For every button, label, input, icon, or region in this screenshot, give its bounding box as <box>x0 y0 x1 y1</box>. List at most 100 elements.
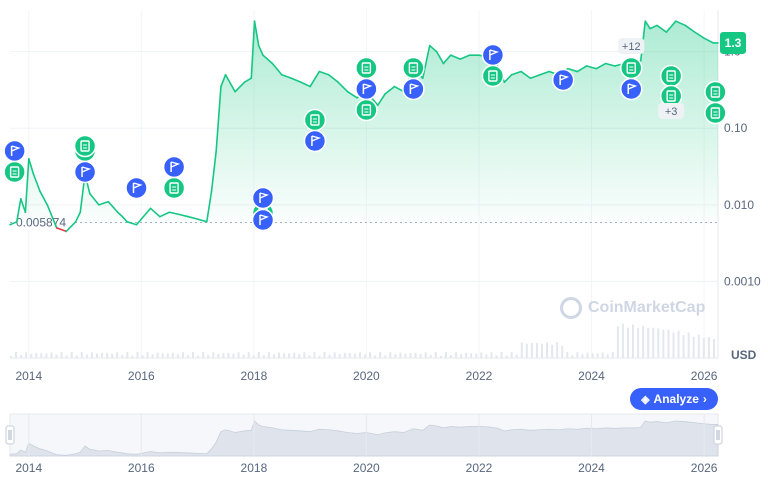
volume-bar <box>121 354 124 358</box>
volume-bar <box>338 353 341 358</box>
marker-circle <box>481 64 505 88</box>
document-marker-icon[interactable] <box>704 80 727 104</box>
navigator-tick-label: 2020 <box>353 461 380 475</box>
volume-bar <box>176 354 179 358</box>
volume-bar <box>480 352 483 358</box>
doc-outline <box>626 62 636 74</box>
document-marker-icon[interactable] <box>162 176 186 200</box>
navigator-handle-right[interactable] <box>713 425 723 445</box>
flag-marker-icon[interactable] <box>73 160 97 184</box>
x-tick-label: 2014 <box>15 369 42 383</box>
y-tick-label: 0.0010 <box>724 274 761 288</box>
document-marker-icon[interactable] <box>704 101 727 125</box>
flag-marker-icon[interactable] <box>620 77 643 101</box>
document-marker-icon[interactable] <box>355 56 378 80</box>
volume-bar <box>637 327 640 358</box>
marker-circle <box>73 160 97 184</box>
volume-bar <box>358 352 361 358</box>
price-line-segment <box>649 24 658 30</box>
document-marker-icon[interactable] <box>659 84 683 108</box>
flag-marker-icon[interactable] <box>162 155 186 179</box>
volume-bar <box>374 355 377 358</box>
document-marker-icon[interactable] <box>303 108 327 132</box>
navigator-handle-left[interactable] <box>5 425 15 445</box>
price-line-segment <box>27 157 35 176</box>
price-line-segment <box>674 20 687 27</box>
volume-bar <box>136 352 139 358</box>
volume-bar <box>90 352 93 358</box>
marker-counter-badge[interactable] <box>618 38 645 54</box>
flag-cloth <box>559 74 570 81</box>
price-line-segment <box>644 20 651 30</box>
document-marker-icon[interactable] <box>3 160 26 184</box>
volume-bar <box>95 353 98 358</box>
volume-bar <box>460 354 463 358</box>
volume-bar <box>197 355 200 358</box>
document-marker-icon[interactable] <box>481 64 505 88</box>
volume-bar <box>702 337 705 358</box>
flag-marker-icon[interactable] <box>551 68 575 92</box>
analyze-button[interactable]: ◈ Analyze › <box>630 388 718 410</box>
marker-circle <box>704 101 727 125</box>
marker-circle <box>73 134 97 158</box>
volume-bar <box>505 355 508 358</box>
price-line-segment <box>327 73 339 83</box>
flag-marker-icon[interactable] <box>251 186 275 210</box>
volume-bar <box>576 352 579 358</box>
flag-cloth <box>627 83 638 90</box>
volume-bar <box>111 353 114 358</box>
price-line-segment <box>337 81 349 93</box>
volume-bar <box>70 352 73 358</box>
flag-marker-icon[interactable] <box>402 77 425 101</box>
marker-circle <box>355 98 378 122</box>
volume-bar <box>470 353 473 358</box>
flag-cloth <box>311 135 322 142</box>
volume-bar <box>181 352 184 358</box>
volume-bar <box>35 352 38 358</box>
volume-bar <box>414 352 417 358</box>
doc-outline <box>488 70 498 82</box>
volume-bar <box>343 352 346 358</box>
document-marker-icon[interactable] <box>355 98 378 122</box>
document-marker-icon[interactable] <box>659 64 683 88</box>
document-marker-icon[interactable] <box>402 56 425 80</box>
price-line-segment <box>196 218 208 223</box>
price-line-segment <box>257 44 264 56</box>
current-price-tag <box>720 31 746 54</box>
price-line-segment <box>89 192 100 206</box>
document-marker-icon[interactable] <box>73 134 97 158</box>
price-line-segment <box>205 190 213 223</box>
flag-cloth <box>81 166 92 173</box>
volume-bar <box>611 352 614 358</box>
volume-bar <box>556 342 559 358</box>
event-markers[interactable] <box>3 43 727 232</box>
volume-bar <box>379 352 382 358</box>
volume-bar <box>161 353 164 358</box>
volume-bar <box>30 354 33 358</box>
document-marker-icon[interactable] <box>620 56 643 80</box>
price-line-segment <box>121 215 128 223</box>
volume-bar <box>657 328 660 358</box>
flag-marker-icon[interactable] <box>303 129 327 153</box>
volume-bar <box>348 353 351 358</box>
flag-marker-icon[interactable] <box>355 77 378 101</box>
marker-counter-badge[interactable] <box>658 103 685 119</box>
price-line-segment <box>290 77 302 83</box>
volume-bar <box>541 343 543 358</box>
navigator-tick-label: 2018 <box>241 461 268 475</box>
volume-bar <box>323 352 326 358</box>
flag-cloth <box>410 83 420 90</box>
flag-marker-icon[interactable] <box>251 208 275 232</box>
flag-marker-icon[interactable] <box>481 43 505 67</box>
volume-bar <box>586 352 589 358</box>
flag-marker-icon[interactable] <box>3 139 26 163</box>
volume-bar <box>242 354 245 358</box>
volume-bar <box>525 343 528 358</box>
marker-circle <box>251 208 275 232</box>
price-line-segment <box>15 197 22 223</box>
flag-marker-icon[interactable] <box>125 176 148 200</box>
price-line-segment <box>693 31 705 39</box>
volume-bar <box>455 352 458 358</box>
volume-bar <box>687 332 690 358</box>
